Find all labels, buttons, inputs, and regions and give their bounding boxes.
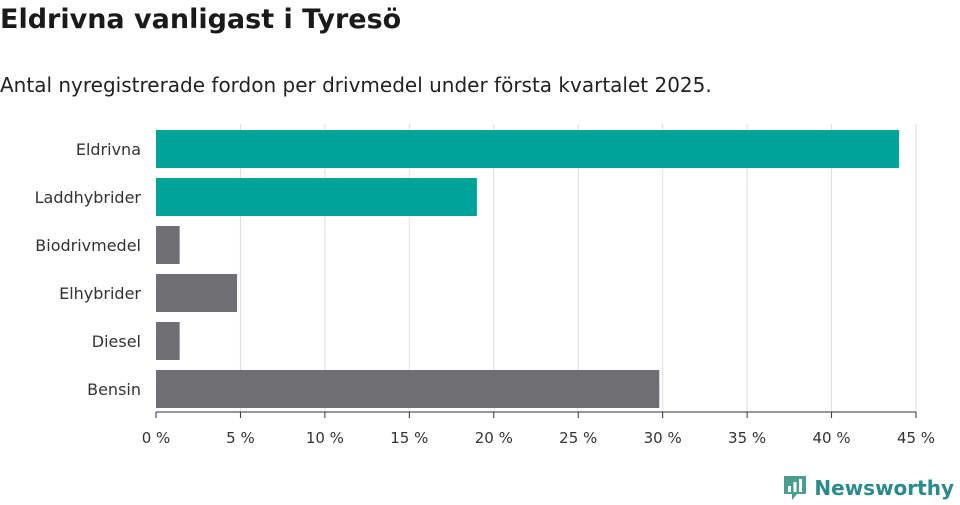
x-tick-label: 15 % xyxy=(390,429,428,447)
category-label: Bensin xyxy=(87,380,141,399)
category-labels: Eldrivna Laddhybrider Biodrivmedel Elhybrid… xyxy=(35,140,142,399)
brand-logo: Newsworthy xyxy=(782,474,954,502)
bar-diesel xyxy=(156,322,180,360)
grid-lines xyxy=(239,124,917,412)
category-label: Biodrivmedel xyxy=(35,236,141,255)
category-label: Laddhybrider xyxy=(35,188,142,207)
x-tick-label: 45 % xyxy=(897,429,935,447)
x-tick-label: 0 % xyxy=(142,429,171,447)
x-tick-label: 5 % xyxy=(226,429,255,447)
chart-title: Eldrivna vanligast i Tyresö xyxy=(0,4,402,35)
bar-biodrivmedel xyxy=(156,226,180,264)
bar-eldrivna xyxy=(156,130,900,168)
x-tick-label: 35 % xyxy=(728,429,766,447)
bar-bensin xyxy=(156,370,660,408)
x-axis: 0 % 5 % 10 % 15 % 20 % 25 % 30 % 35 % 40 % 45 % xyxy=(142,411,935,447)
bar-laddhybrider xyxy=(156,178,477,216)
x-tick-label: 25 % xyxy=(559,429,597,447)
x-tick-label: 40 % xyxy=(813,429,851,447)
bar-elhybrider xyxy=(156,274,238,312)
brand-name: Newsworthy xyxy=(814,476,954,500)
x-tick-label: 30 % xyxy=(644,429,682,447)
chart-subtitle: Antal nyregistrerade fordon per drivmede… xyxy=(0,73,712,97)
category-label: Elhybrider xyxy=(59,284,141,303)
x-tick-label: 10 % xyxy=(306,429,344,447)
category-label: Eldrivna xyxy=(76,140,141,159)
bars xyxy=(156,130,900,408)
bar-chart: Eldrivna Laddhybrider Biodrivmedel Elhybrid… xyxy=(35,124,935,447)
x-tick-label: 20 % xyxy=(475,429,513,447)
newsworthy-logo-icon xyxy=(784,476,807,500)
category-label: Diesel xyxy=(92,332,141,351)
